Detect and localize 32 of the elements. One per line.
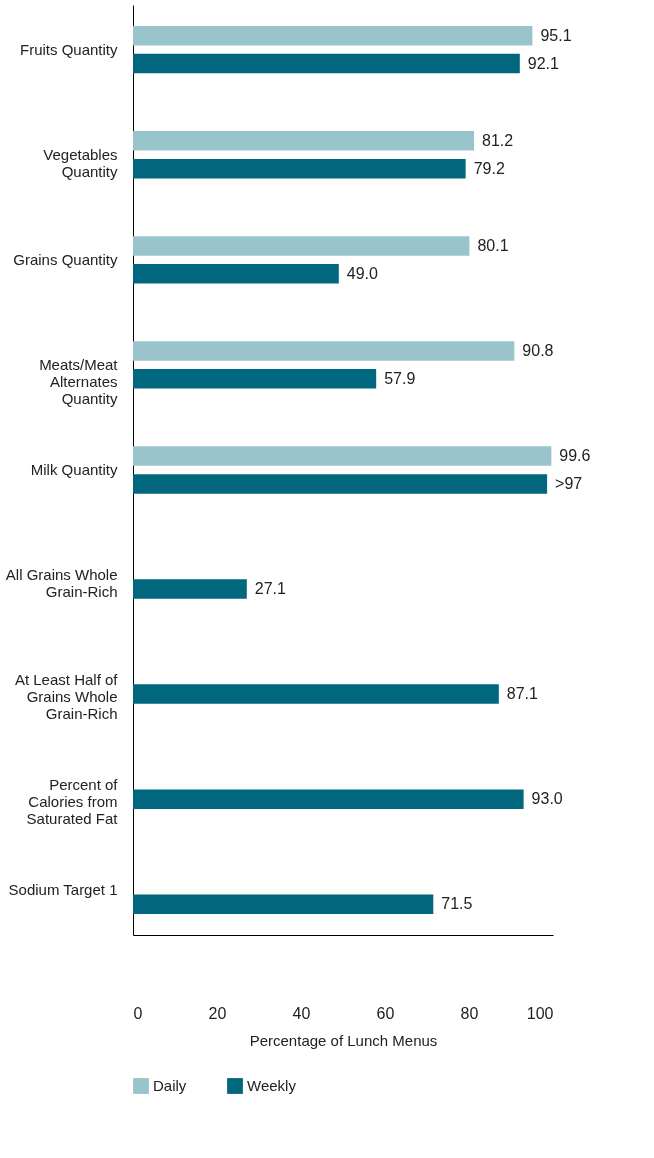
data-label: 95.1	[540, 26, 572, 44]
y-tick-label: Meats/Meat Alternates Quantity	[39, 355, 119, 407]
legend-label: Daily	[153, 1077, 187, 1094]
data-label: >97	[555, 474, 583, 492]
data-label: 80.1	[477, 236, 509, 254]
x-tick-label: 60	[376, 1004, 395, 1022]
x-tick-label: 100	[526, 1004, 554, 1022]
data-label: 79.2	[473, 159, 505, 177]
x-tick-label: 20	[208, 1004, 227, 1022]
y-tick-label: Grains Quantity	[13, 250, 118, 268]
x-tick-label: 0	[133, 1004, 143, 1022]
y-tick-label: Sodium Target 1	[8, 881, 118, 899]
data-label: 49.0	[346, 264, 379, 282]
data-label: 93.0	[531, 790, 563, 808]
y-tick-label: All Grains Whole Grain-Rich	[5, 566, 118, 601]
x-tick-label: 80	[460, 1004, 479, 1022]
data-label: 81.2	[482, 131, 514, 149]
y-tick-label: Milk Quantity	[30, 461, 118, 478]
y-tick-label: Fruits Quantity	[19, 40, 118, 58]
data-label: 90.8	[522, 342, 554, 360]
y-tick-label: Vegetables Quantity	[43, 145, 118, 180]
data-label: 99.6	[559, 447, 591, 465]
legend-label: Weekly	[247, 1077, 297, 1094]
y-tick-label: Percent of Calories from Saturated Fat	[26, 776, 119, 828]
x-tick-label: 40	[292, 1004, 311, 1022]
y-tick-label: At Least Half of Grains Whole Grain-Rich	[14, 671, 119, 723]
data-label: 57.9	[384, 369, 416, 387]
data-label: 27.1	[254, 579, 287, 597]
data-label: 92.1	[527, 54, 560, 72]
x-axis-title: Percentage of Lunch Menus	[249, 1031, 438, 1049]
data-label: 87.1	[506, 685, 539, 703]
data-label: 71.5	[441, 895, 473, 913]
